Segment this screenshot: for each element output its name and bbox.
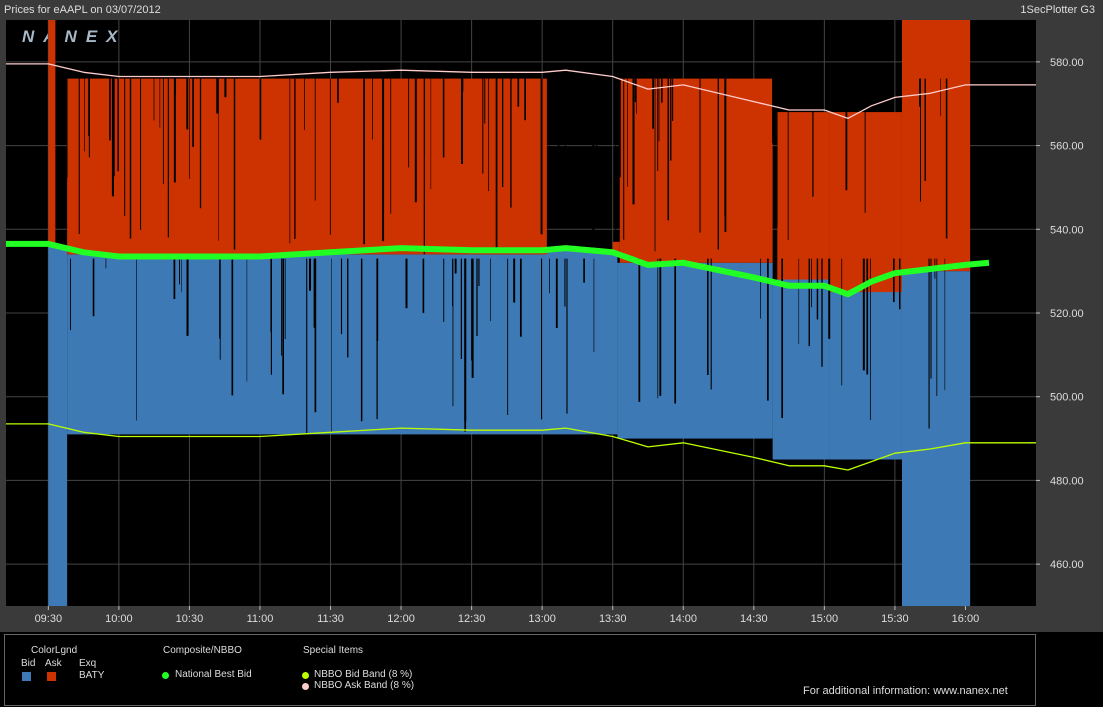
y-tick-label: 560.00: [1050, 141, 1084, 153]
ask-block: [67, 78, 547, 255]
special-items-title: Special Items: [303, 645, 364, 656]
legend-ask-label: Ask: [45, 658, 62, 669]
info-text: For additional information: www.nanex.ne…: [803, 685, 1008, 697]
ask-color-swatch: [47, 672, 56, 681]
x-tick-label: 09:30: [35, 613, 63, 625]
ask-block: [901, 20, 971, 272]
legend-panel: ColorLgnd Bid Ask Exq BATY Composite/NBB…: [4, 634, 1036, 706]
bid-block: [617, 262, 773, 439]
y-tick-label: 480.00: [1050, 475, 1084, 487]
color-legend-title: ColorLgnd: [31, 645, 78, 656]
quote-gap-streaks: [67, 78, 948, 434]
bid-block: [542, 250, 618, 435]
nbbo-bid-band-dot-icon: [302, 672, 309, 679]
ask-block: [612, 241, 620, 255]
x-tick-label: 12:00: [387, 613, 415, 625]
nbbo-ask-band-label: NBBO Ask Band (8 %): [314, 680, 415, 691]
bid-block: [772, 279, 830, 460]
x-tick-label: 13:00: [528, 613, 556, 625]
nbbo-ask-band-dot-icon: [302, 683, 309, 690]
bid-block: [67, 254, 543, 435]
legend-exq-label: Exq: [79, 658, 97, 669]
series-line-nbbo-ask-band-8: [6, 63, 1036, 120]
composite-title: Composite/NBBO: [163, 645, 242, 656]
series-line-nbbo-bid-band-8: [6, 423, 1036, 471]
y-tick-label: 520.00: [1050, 308, 1084, 320]
bid-block: [901, 271, 971, 606]
y-tick-label: 580.00: [1050, 57, 1084, 69]
price-chart: NANEX 460.00 480.00 500.00 520.00 540.00 560.0…: [0, 20, 1103, 632]
x-tick-label: 12:30: [458, 613, 486, 625]
x-tick-label: 14:00: [669, 613, 697, 625]
y-tick-label: 500.00: [1050, 392, 1084, 404]
app-name: 1SecPlotter G3: [1020, 4, 1095, 16]
y-tick-label: 540.00: [1050, 224, 1084, 236]
title-bar: Prices for eAAPL on 03/07/2012 1SecPlott…: [0, 0, 1103, 20]
x-tick-label: 15:00: [811, 613, 839, 625]
series-line-national-best-bid: [6, 240, 990, 298]
national-best-bid-dot-icon: [162, 672, 169, 679]
ask-block: [777, 112, 830, 280]
bid-block: [829, 287, 902, 460]
legend-exq-value: BATY: [79, 670, 105, 681]
x-tick-label: 10:30: [176, 613, 204, 625]
legend-bid-label: Bid: [21, 658, 36, 669]
national-best-bid-label: National Best Bid: [175, 669, 252, 680]
nbbo-bid-band-label: NBBO Bid Band (8 %): [314, 669, 413, 680]
x-tick-label: 10:00: [105, 613, 133, 625]
x-tick-label: 13:30: [599, 613, 627, 625]
watermark-text: NANEX: [22, 27, 127, 46]
chart-title: Prices for eAAPL on 03/07/2012: [4, 4, 161, 16]
x-tick-label: 11:30: [317, 613, 344, 625]
ask-block: [619, 78, 773, 263]
x-tick-label: 11:00: [247, 613, 274, 625]
x-tick-label: 14:30: [740, 613, 768, 625]
ask-block: [48, 20, 56, 247]
y-tick-label: 460.00: [1050, 559, 1084, 571]
x-tick-label: 16:00: [952, 613, 980, 625]
bid-color-swatch: [22, 672, 31, 681]
x-tick-label: 15:30: [881, 613, 909, 625]
